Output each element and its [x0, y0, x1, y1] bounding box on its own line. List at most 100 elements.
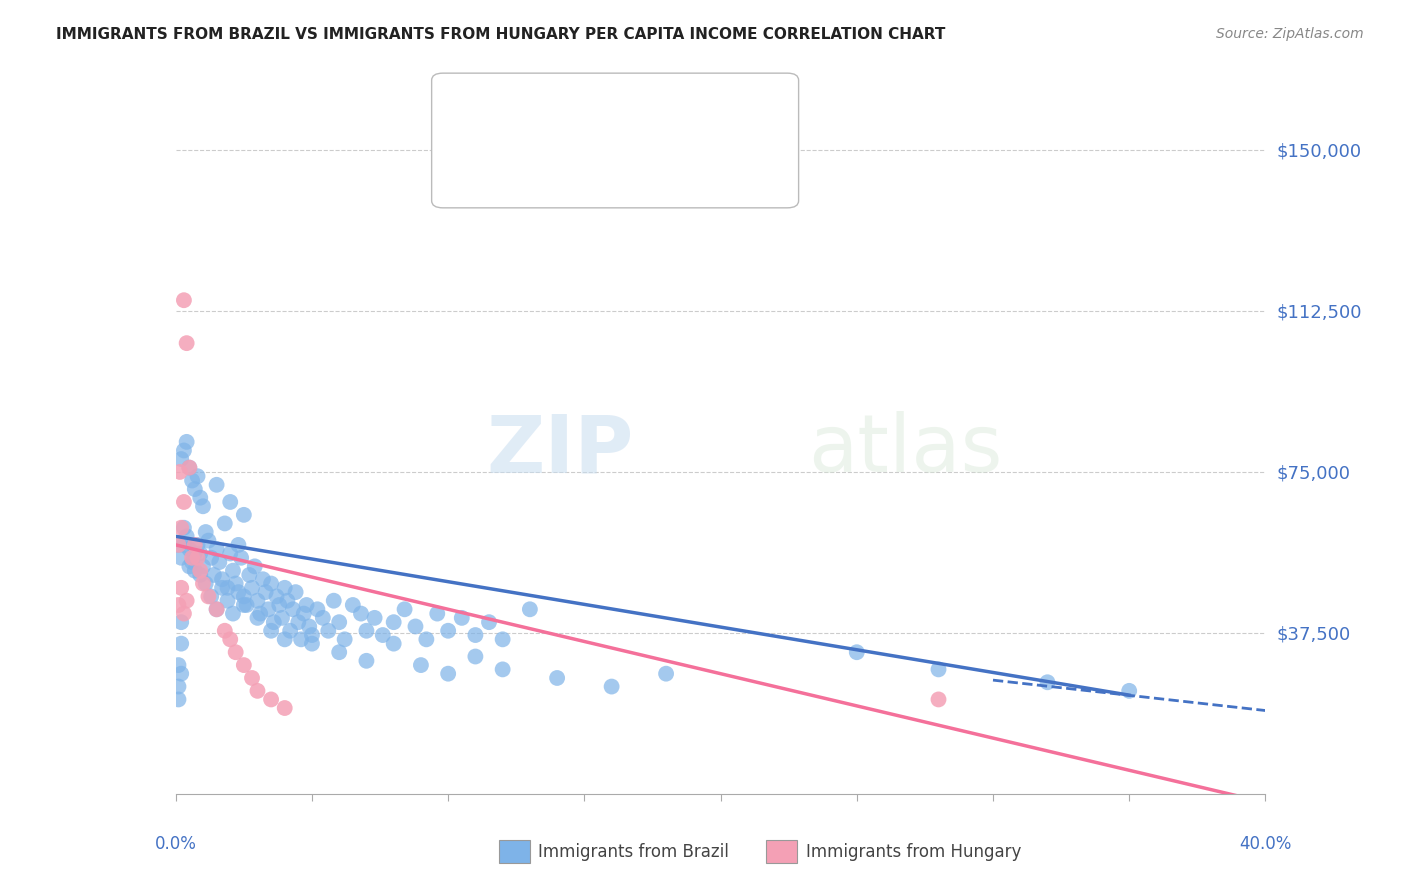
Point: [231, 550, 253, 565]
Point: [219, 495, 242, 509]
Point: [228, 585, 250, 599]
Point: [281, 602, 304, 616]
Point: [225, 645, 247, 659]
Point: [235, 598, 257, 612]
Point: [167, 658, 190, 673]
Point: [170, 637, 193, 651]
Point: [274, 581, 297, 595]
Point: [478, 615, 501, 630]
Point: [170, 550, 193, 565]
Text: N =: N =: [641, 104, 681, 123]
Point: [219, 546, 242, 561]
Point: [394, 602, 416, 616]
Point: [194, 576, 217, 591]
Point: [188, 564, 211, 578]
Point: [600, 680, 623, 694]
Point: [249, 607, 271, 621]
Point: [200, 550, 222, 565]
Point: [179, 460, 201, 475]
Point: [186, 469, 209, 483]
Point: [263, 615, 285, 630]
Point: [191, 576, 214, 591]
Point: [356, 654, 378, 668]
Point: [312, 611, 335, 625]
Point: [200, 590, 222, 604]
Text: 40.0%: 40.0%: [1239, 835, 1292, 853]
Text: R =: R =: [502, 104, 541, 123]
Point: [1036, 675, 1059, 690]
Point: [181, 474, 204, 488]
Point: [409, 658, 432, 673]
Bar: [461, 147, 489, 186]
Point: [238, 568, 260, 582]
Point: [232, 598, 254, 612]
Point: [269, 598, 291, 612]
Point: [243, 559, 266, 574]
Point: [437, 624, 460, 638]
Point: [260, 576, 283, 591]
Point: [173, 495, 195, 509]
Point: [176, 593, 198, 607]
Point: [274, 701, 297, 715]
Text: -0.447: -0.447: [557, 104, 621, 123]
Point: [492, 662, 515, 676]
Point: [214, 624, 236, 638]
Point: [519, 602, 541, 616]
Point: [290, 632, 312, 647]
Point: [266, 590, 288, 604]
Point: [328, 615, 350, 630]
Point: [197, 590, 219, 604]
Text: Immigrants from Brazil: Immigrants from Brazil: [538, 843, 730, 861]
Point: [363, 611, 385, 625]
Point: [257, 602, 280, 616]
Point: [173, 538, 195, 552]
Text: IMMIGRANTS FROM BRAZIL VS IMMIGRANTS FROM HUNGARY PER CAPITA INCOME CORRELATION : IMMIGRANTS FROM BRAZIL VS IMMIGRANTS FRO…: [56, 27, 946, 42]
Point: [167, 680, 190, 694]
Text: R =: R =: [502, 157, 541, 175]
Point: [170, 581, 193, 595]
Point: [350, 607, 373, 621]
Point: [232, 658, 254, 673]
Point: [184, 482, 207, 496]
Text: Immigrants from Hungary: Immigrants from Hungary: [806, 843, 1021, 861]
Point: [186, 538, 209, 552]
Point: [205, 478, 228, 492]
Point: [184, 564, 207, 578]
Point: [191, 500, 214, 514]
Point: [246, 593, 269, 607]
Point: [301, 637, 323, 651]
Point: [295, 598, 318, 612]
Point: [222, 564, 245, 578]
Point: [342, 598, 364, 612]
Point: [202, 568, 225, 582]
Point: [271, 611, 294, 625]
Point: [232, 590, 254, 604]
Point: [188, 491, 211, 505]
Point: [405, 619, 427, 633]
Point: [318, 624, 340, 638]
Point: [169, 465, 191, 479]
Text: 27: 27: [692, 157, 717, 175]
Point: [167, 538, 190, 552]
Point: [276, 593, 298, 607]
Point: [546, 671, 568, 685]
Point: [240, 581, 263, 595]
Point: [167, 538, 190, 552]
Point: [184, 546, 207, 561]
Point: [225, 576, 247, 591]
Point: [1118, 683, 1140, 698]
Point: [415, 632, 437, 647]
Point: [176, 434, 198, 449]
Point: [170, 521, 193, 535]
Point: [450, 611, 472, 625]
Point: [382, 615, 405, 630]
Point: [928, 662, 950, 676]
Point: [222, 607, 245, 621]
Point: [260, 624, 283, 638]
Point: [181, 555, 204, 569]
Point: [179, 559, 201, 574]
Point: [205, 542, 228, 557]
Point: [246, 683, 269, 698]
Point: [211, 581, 233, 595]
Bar: [499, 840, 530, 863]
